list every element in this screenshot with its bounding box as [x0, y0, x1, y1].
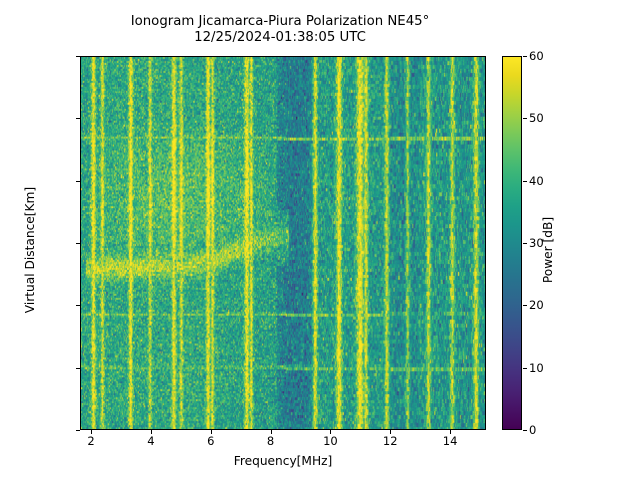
colorbar-tick-label: 0 [529, 423, 537, 437]
colorbar-tick-mark [523, 367, 527, 369]
x-axis-tick-label: 4 [147, 434, 155, 448]
colorbar-tick-mark [523, 305, 527, 307]
y-axis-tick-mark [76, 118, 80, 120]
x-axis-tick-label: 8 [266, 434, 275, 448]
x-axis-tick-mark [330, 430, 332, 434]
y-axis-tick-mark [76, 305, 80, 307]
x-axis-tick-mark [210, 430, 212, 434]
colorbar-tick-label: 40 [529, 173, 544, 188]
colorbar-tick-mark [523, 430, 527, 431]
y-axis-tick-mark [76, 367, 80, 369]
x-axis-tick-mark [150, 430, 152, 434]
ionogram-heatmap-canvas [81, 57, 485, 429]
colorbar-tick-label: 10 [529, 360, 544, 375]
colorbar-tick-mark [523, 118, 527, 120]
y-axis-label: Virtual Distance[Km] [23, 186, 37, 314]
x-axis-tick-label: 6 [207, 434, 215, 448]
y-axis-tick-mark [76, 180, 80, 182]
x-axis-tick-label: 10 [323, 434, 338, 448]
colorbar-tick-label: 50 [529, 111, 544, 126]
x-axis-tick-mark [390, 430, 392, 434]
x-axis-label: Frequency[MHz] [233, 454, 333, 468]
y-axis-tick-mark [76, 56, 80, 57]
y-axis-tick-mark [76, 243, 80, 244]
colorbar-tick-label: 30 [529, 236, 544, 250]
figure-title: Ionogram Jicamarca-Piura Polarization NE… [130, 14, 430, 45]
y-axis-tick-mark [76, 430, 80, 431]
x-axis-tick-label: 12 [382, 434, 398, 448]
x-axis-tick-label: 2 [87, 434, 95, 448]
x-axis-tick-mark [450, 430, 452, 434]
x-axis-tick-mark [91, 430, 93, 434]
ionogram-heatmap-panel [80, 56, 486, 430]
colorbar-tick-mark [523, 180, 527, 182]
colorbar-tick-mark [523, 243, 527, 244]
colorbar-gradient [503, 57, 521, 429]
x-axis-tick-mark [270, 430, 272, 434]
colorbar-tick-label: 60 [529, 49, 544, 63]
x-axis-tick-label: 14 [442, 434, 458, 448]
colorbar-tick-label: 20 [529, 298, 544, 313]
colorbar-tick-mark [523, 56, 527, 57]
colorbar [502, 56, 522, 430]
